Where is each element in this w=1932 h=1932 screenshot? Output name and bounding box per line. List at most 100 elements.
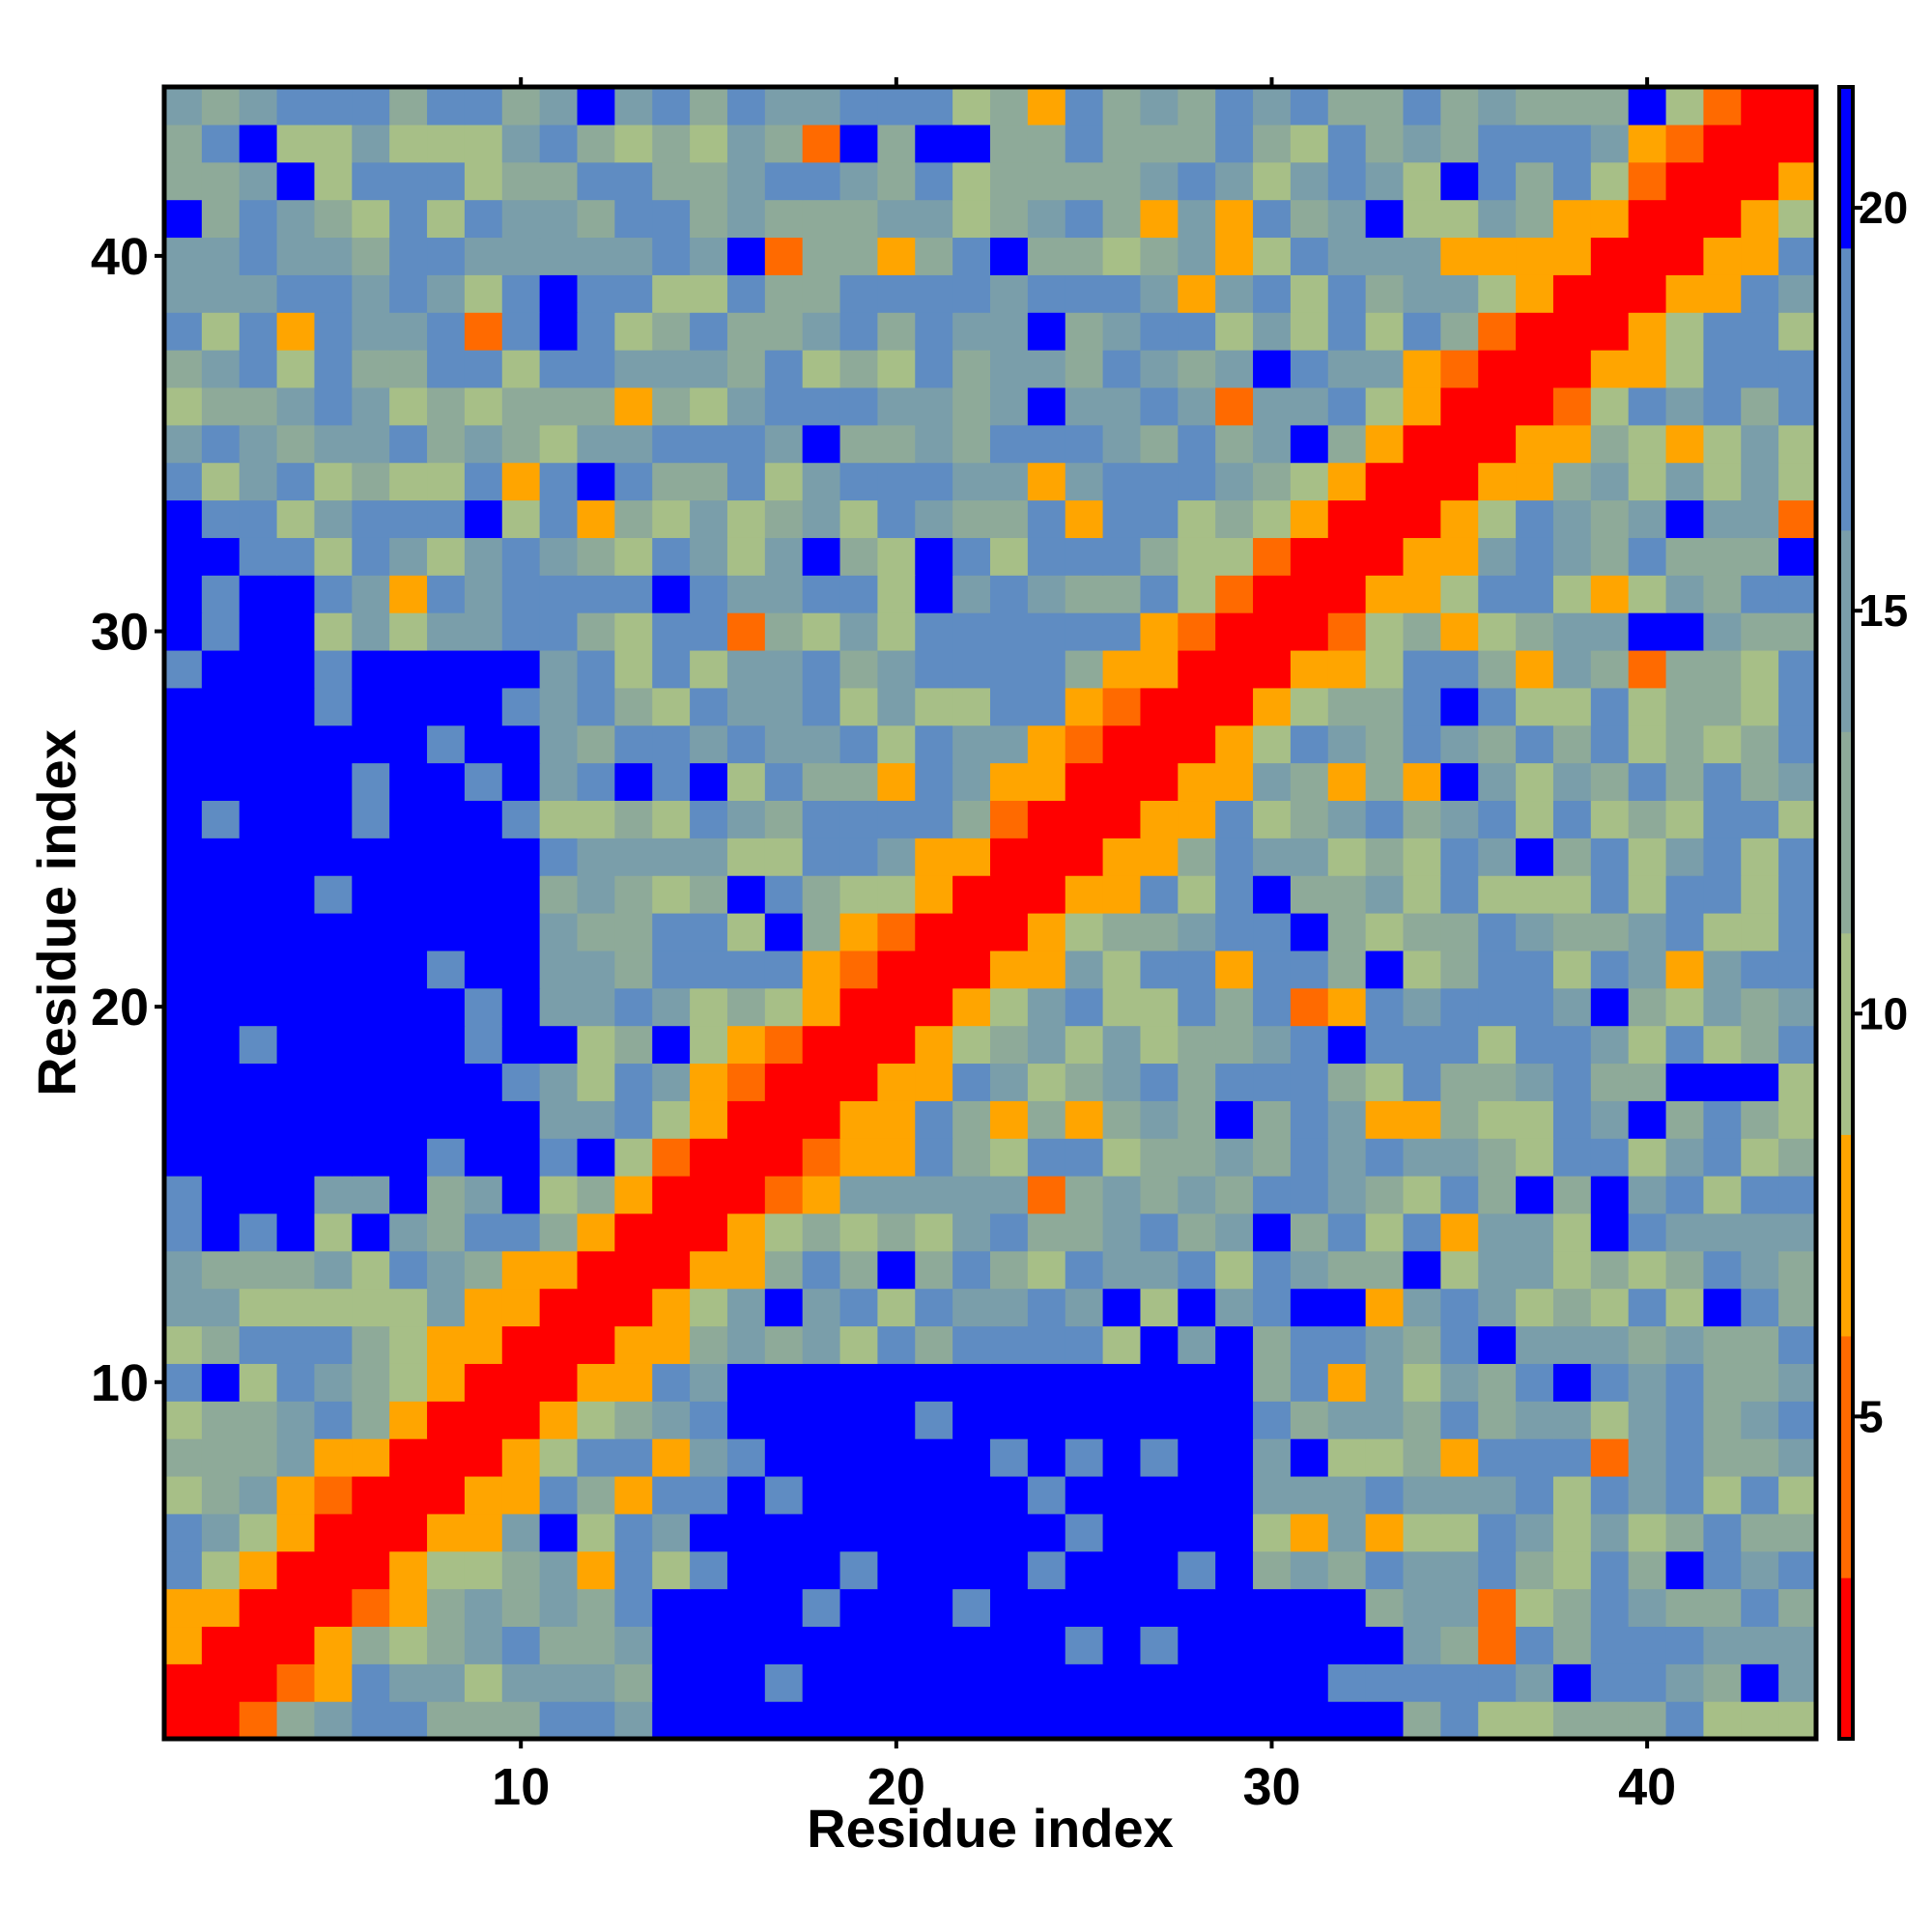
heatmap-cell bbox=[389, 1550, 428, 1590]
heatmap-cell bbox=[990, 1025, 1029, 1065]
heatmap-cell bbox=[389, 762, 428, 802]
heatmap-cell bbox=[690, 687, 728, 726]
heatmap-cell bbox=[990, 913, 1029, 952]
heatmap-cell bbox=[1516, 1550, 1554, 1590]
heatmap-cell bbox=[352, 1025, 390, 1065]
heatmap-cell bbox=[239, 575, 278, 613]
heatmap-cell bbox=[276, 913, 316, 952]
heatmap-cell bbox=[1778, 913, 1817, 952]
heatmap-cell bbox=[539, 1100, 579, 1139]
heatmap-cell bbox=[1027, 1588, 1066, 1628]
heatmap-cell bbox=[201, 1288, 241, 1327]
heatmap-cell bbox=[1215, 1438, 1254, 1477]
heatmap-cell bbox=[1215, 575, 1254, 613]
heatmap-cell bbox=[539, 237, 579, 275]
heatmap-cell bbox=[1403, 161, 1441, 201]
heatmap-cell bbox=[952, 1025, 991, 1065]
heatmap-cell bbox=[539, 649, 579, 689]
heatmap-cell bbox=[1665, 687, 1705, 726]
heatmap-cell bbox=[164, 161, 203, 201]
heatmap-cell bbox=[915, 575, 953, 613]
heatmap-cell bbox=[1590, 424, 1630, 464]
heatmap-cell bbox=[352, 612, 390, 651]
heatmap-cell bbox=[1552, 800, 1592, 838]
heatmap-cell bbox=[1365, 987, 1405, 1027]
heatmap-cell bbox=[1590, 1288, 1630, 1327]
heatmap-cell bbox=[1665, 237, 1705, 275]
heatmap-cell bbox=[1403, 499, 1441, 538]
heatmap-cell bbox=[1741, 274, 1779, 313]
heatmap-cell bbox=[802, 274, 841, 313]
heatmap-cell bbox=[389, 1325, 428, 1364]
heatmap-cell bbox=[952, 199, 991, 239]
heatmap-cell bbox=[1590, 1138, 1630, 1177]
heatmap-cell bbox=[201, 161, 241, 201]
heatmap-cell bbox=[764, 1325, 804, 1364]
heatmap-cell bbox=[1440, 987, 1479, 1027]
heatmap-cell bbox=[164, 913, 203, 952]
heatmap-cell bbox=[1665, 1063, 1705, 1101]
heatmap-cell bbox=[877, 1138, 916, 1177]
heatmap-cell bbox=[1741, 1663, 1779, 1702]
heatmap-cell bbox=[1516, 199, 1554, 239]
heatmap-cell bbox=[1516, 1250, 1554, 1290]
heatmap-cell bbox=[501, 1363, 541, 1402]
heatmap-cell bbox=[201, 1063, 241, 1101]
heatmap-cell bbox=[1027, 875, 1066, 914]
heatmap-cell bbox=[1215, 1025, 1254, 1065]
heatmap-cell bbox=[1027, 1513, 1066, 1552]
heatmap-cell bbox=[1178, 237, 1216, 275]
heatmap-cell bbox=[1102, 612, 1142, 651]
heatmap-cell bbox=[1440, 800, 1479, 838]
heatmap-cell bbox=[652, 1212, 691, 1252]
heatmap-cell bbox=[1178, 1250, 1216, 1290]
heatmap-cell bbox=[427, 1363, 466, 1402]
heatmap-cell bbox=[652, 199, 691, 239]
heatmap-cell bbox=[1290, 312, 1329, 351]
heatmap-cell bbox=[1552, 762, 1592, 802]
heatmap-cell bbox=[201, 124, 241, 163]
heatmap-cell bbox=[1665, 838, 1705, 876]
heatmap-cell bbox=[952, 987, 991, 1027]
heatmap-cell bbox=[690, 1401, 728, 1439]
heatmap-cell bbox=[1516, 913, 1554, 952]
heatmap-cell bbox=[1102, 237, 1142, 275]
heatmap-cell bbox=[1027, 1138, 1066, 1177]
heatmap-cell bbox=[1253, 687, 1292, 726]
heatmap-cell bbox=[1102, 1100, 1142, 1139]
heatmap-cell bbox=[1665, 1663, 1705, 1702]
heatmap-cell bbox=[1590, 1550, 1630, 1590]
heatmap-cell bbox=[877, 1475, 916, 1515]
heatmap-cell bbox=[577, 1212, 615, 1252]
heatmap-cell bbox=[990, 1325, 1029, 1364]
heatmap-cell bbox=[652, 1401, 691, 1439]
heatmap-cell bbox=[1703, 1550, 1742, 1590]
heatmap-cell bbox=[726, 537, 766, 576]
heatmap-cell bbox=[1140, 762, 1179, 802]
heatmap-cell bbox=[652, 462, 691, 501]
heatmap-cell bbox=[1778, 199, 1817, 239]
heatmap-cell bbox=[1478, 199, 1517, 239]
heatmap-cell bbox=[652, 1475, 691, 1515]
heatmap-cell bbox=[1703, 1663, 1742, 1702]
heatmap-cell bbox=[1741, 161, 1779, 201]
heatmap-cell bbox=[1253, 1588, 1292, 1628]
heatmap-cell bbox=[427, 312, 466, 351]
heatmap-cell bbox=[1178, 575, 1216, 613]
heatmap-cell bbox=[1253, 575, 1292, 613]
heatmap-cell bbox=[915, 1100, 953, 1139]
heatmap-cell bbox=[1140, 1363, 1179, 1402]
heatmap-cell bbox=[1215, 1475, 1254, 1515]
heatmap-cell bbox=[1516, 1176, 1554, 1214]
heatmap-cell bbox=[764, 1438, 804, 1477]
heatmap-cell bbox=[1178, 462, 1216, 501]
heatmap-cell bbox=[1628, 1138, 1667, 1177]
heatmap-cell bbox=[990, 1363, 1029, 1402]
heatmap-cell bbox=[164, 1626, 203, 1664]
heatmap-cell bbox=[1290, 1176, 1329, 1214]
heatmap-cell bbox=[1440, 1401, 1479, 1439]
heatmap-cell bbox=[314, 1550, 353, 1590]
heatmap-cell bbox=[352, 687, 390, 726]
heatmap-cell bbox=[839, 1212, 879, 1252]
